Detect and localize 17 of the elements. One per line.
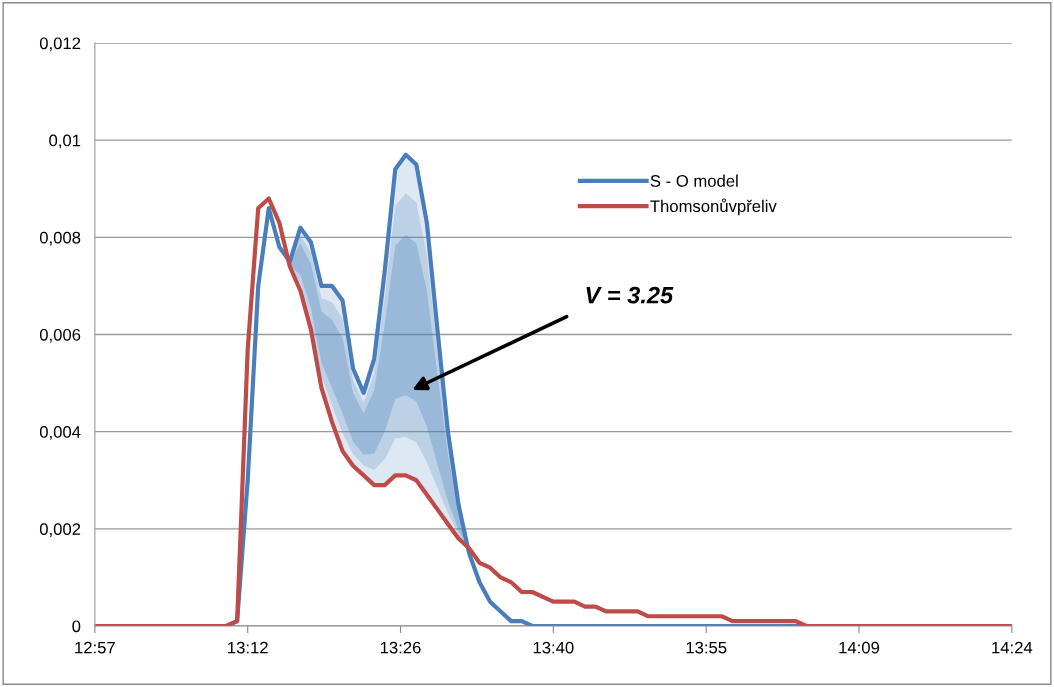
legend-label: Thomsonůvpřeliv [650, 198, 777, 216]
annotation: V = 3.25 [586, 286, 674, 304]
x-tick-label: 12:57 [75, 641, 115, 654]
legend-label: S - O model [650, 174, 738, 187]
y-tick-label: 0,002 [39, 523, 81, 537]
x-tick-label: 13:12 [228, 641, 268, 654]
y-tick-label: 0,01 [49, 134, 81, 149]
y-tick-label: 0 [72, 620, 81, 633]
y-tick-label: 0,008 [39, 231, 81, 246]
x-tick-label: 14:09 [839, 641, 880, 654]
y-tick-label: 0,004 [39, 426, 81, 440]
y-tick-label: 0,006 [39, 328, 81, 343]
y-tick-label: 0,012 [39, 37, 81, 52]
x-tick-label: 14:24 [992, 641, 1033, 654]
x-tick-label: 13:40 [533, 641, 574, 654]
x-tick-label: 13:26 [380, 641, 421, 654]
x-tick-label: 13:55 [686, 641, 727, 654]
